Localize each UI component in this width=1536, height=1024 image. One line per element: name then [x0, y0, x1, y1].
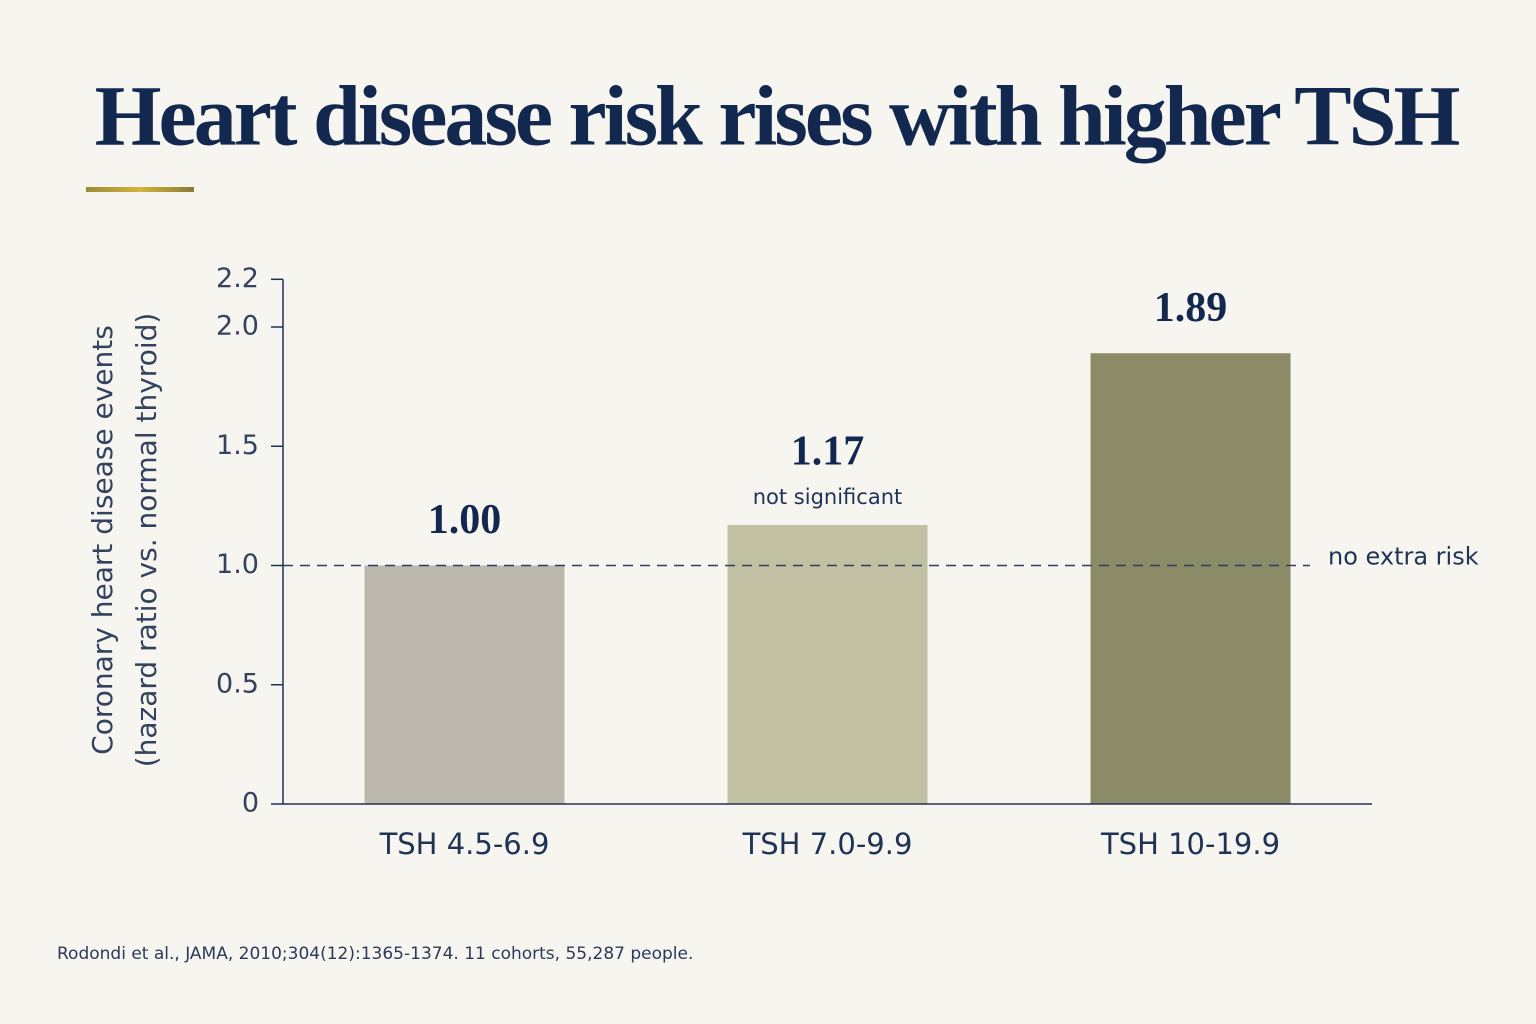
bar — [727, 524, 928, 804]
x-tick-label: TSH 4.5-6.9 — [379, 827, 550, 861]
y-tick-label: 0 — [242, 788, 259, 819]
bar — [364, 565, 565, 804]
y-tick-label: 2.0 — [216, 311, 259, 342]
y-axis-label: Coronary heart disease events — [86, 325, 119, 755]
annotation: not significant — [753, 485, 903, 509]
y-axis-label: (hazard ratio vs. normal thyroid) — [130, 313, 163, 768]
title-underline — [86, 187, 194, 192]
x-tick-label: TSH 10-19.9 — [1100, 827, 1280, 861]
y-tick-label: 0.5 — [216, 668, 259, 699]
x-tick-label: TSH 7.0-9.9 — [742, 827, 913, 861]
source-note: Rodondi et al., JAMA, 2010;304(12):1365-… — [57, 944, 693, 964]
value-label: 1.89 — [1154, 285, 1228, 331]
y-tick-label: 1.0 — [216, 549, 259, 580]
value-label: 1.17 — [791, 429, 865, 475]
y-tick-label: 1.5 — [216, 430, 259, 461]
chart-title: Heart disease risk rises with higher TSH — [95, 68, 1460, 164]
bar — [1090, 353, 1291, 804]
value-label: 1.00 — [428, 497, 502, 543]
reference-label: no extra risk — [1328, 543, 1479, 571]
y-tick-label: 2.2 — [216, 263, 259, 294]
